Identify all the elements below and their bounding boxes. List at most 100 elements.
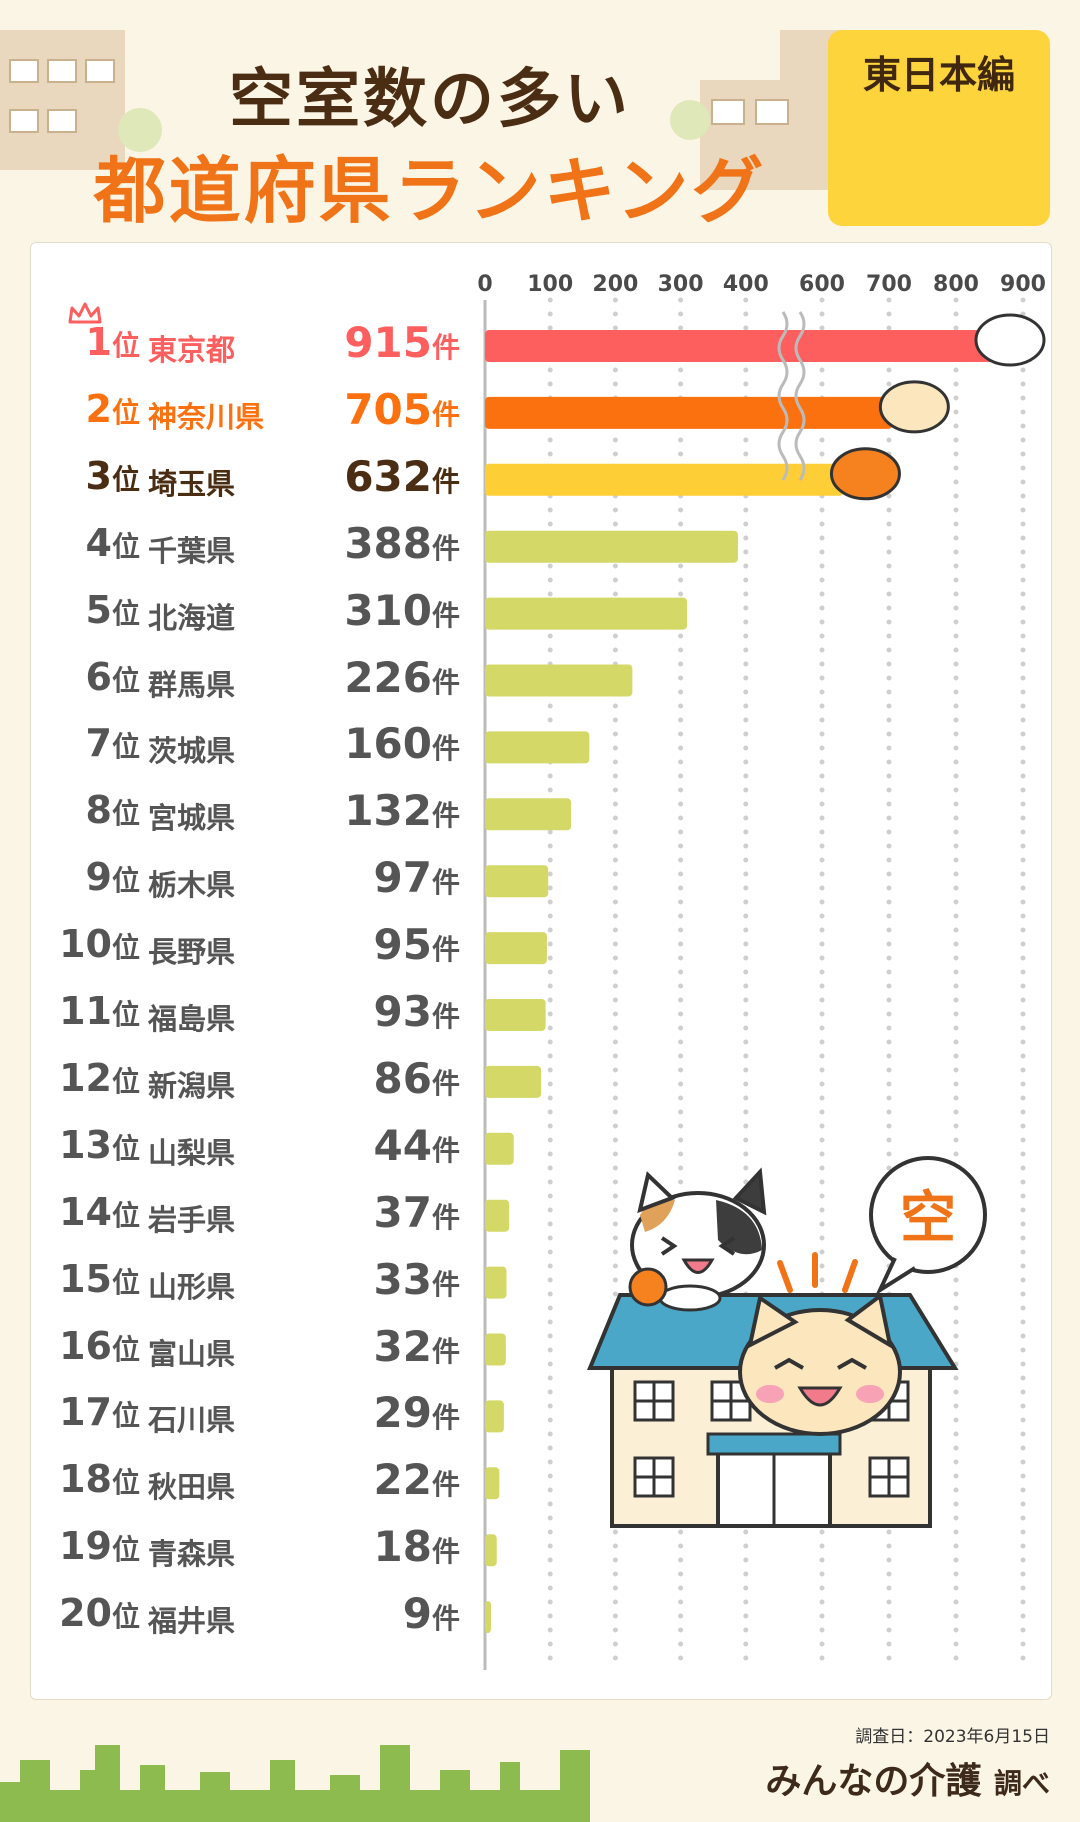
bar: [485, 1534, 497, 1567]
tabby-cat-cheek: [856, 1385, 884, 1403]
value-label: 86件: [300, 1054, 460, 1103]
speech-bubble-text: 空: [900, 1186, 956, 1251]
value-unit: 件: [431, 665, 460, 699]
rank-suffix: 位: [111, 1332, 140, 1366]
value-unit: 件: [431, 933, 460, 967]
orange-mini-icon: [829, 447, 901, 501]
prefecture-label: 千葉県: [148, 533, 236, 568]
value-number: 310: [344, 585, 432, 635]
value-unit: 件: [431, 1200, 460, 1234]
rank-label: 15位: [40, 1257, 140, 1301]
skyline-shape: [0, 1745, 590, 1822]
value-label: 160件: [300, 719, 460, 768]
rank-suffix: 位: [111, 1265, 140, 1299]
bar: [485, 463, 844, 496]
value-label: 32件: [300, 1322, 460, 1371]
building-shape: [85, 59, 115, 83]
value-label: 226件: [300, 653, 460, 702]
rank-suffix: 位: [111, 1064, 140, 1098]
calico-cat-ear: [637, 1171, 676, 1214]
tabby-cat-ear: [844, 1292, 893, 1350]
prefecture-label: 東京都: [148, 333, 236, 367]
prefecture-label: 福島県: [148, 1002, 236, 1036]
rank-suffix: 位: [111, 931, 140, 965]
value-number: 160: [344, 719, 432, 769]
rank-number: 4: [85, 520, 112, 565]
value-label: 22件: [300, 1455, 460, 1504]
value-label: 388件: [300, 519, 460, 568]
tabby-cat-cheek: [756, 1385, 784, 1403]
rank-number: 7: [85, 721, 112, 766]
tabby-cat-mini-icon: [878, 380, 950, 434]
building-shape: [9, 109, 39, 133]
value-number: 44: [373, 1120, 432, 1170]
value-unit: 件: [431, 331, 460, 364]
rank-suffix: 位: [111, 998, 140, 1031]
house-awning-shape: [706, 1432, 842, 1456]
rank-label: 20位: [40, 1591, 140, 1635]
x-tick-label: 100: [527, 272, 574, 297]
bar: [485, 597, 688, 630]
value-number: 9: [402, 1589, 432, 1639]
prefecture-label: 北海道: [148, 600, 236, 635]
rank-label: 7位: [40, 721, 140, 765]
value-number: 132: [344, 786, 432, 836]
value-label: 44件: [300, 1121, 460, 1170]
bar: [485, 330, 1034, 362]
rank-suffix: 位: [111, 1399, 140, 1433]
value-label: 9件: [300, 1589, 460, 1638]
rank-label: 19位: [40, 1524, 140, 1568]
rank-label: 8位: [40, 788, 140, 832]
prefecture-label: 富山県: [148, 1336, 236, 1371]
x-tick-label: 900: [1000, 272, 1046, 297]
page-title-line2: 都道府県ランキング: [93, 149, 767, 233]
speech-bubble-shape: [869, 1156, 987, 1274]
x-tick-label: 700: [866, 272, 912, 297]
rank-suffix: 位: [111, 1600, 140, 1634]
rank-label: 14位: [40, 1190, 140, 1234]
value-label: 915件: [300, 318, 460, 367]
rank-label: 3位: [40, 454, 140, 498]
rank-suffix: 位: [111, 797, 140, 831]
rank-number: 18: [59, 1457, 112, 1502]
value-label: 37件: [300, 1188, 460, 1237]
value-number: 95: [373, 920, 432, 970]
calico-cat-eye: [660, 1236, 678, 1256]
tabby-cat-eye: [774, 1357, 804, 1370]
rank-number: 16: [59, 1323, 112, 1368]
building-shape: [9, 59, 39, 83]
value-unit: 件: [431, 598, 460, 632]
rank-number: 5: [85, 587, 112, 632]
excitement-mark: [842, 1259, 858, 1293]
axis-break-mark: [777, 311, 789, 481]
rank-number: 3: [85, 453, 112, 498]
survey-date: 調査日：2023年6月15日: [855, 1727, 1050, 1747]
value-unit: 件: [431, 1000, 460, 1033]
rank-label: 6位: [40, 655, 140, 699]
tabby-cat-mouth: [797, 1386, 843, 1407]
value-label: 632件: [300, 452, 460, 501]
bar: [485, 1266, 507, 1299]
rank-label: 4位: [40, 521, 140, 565]
tabby-cat-ear: [747, 1294, 799, 1349]
rank-number: 6: [85, 654, 112, 699]
prefecture-label: 秋田県: [148, 1470, 236, 1505]
brand-credit: みんなの介護 調べ: [765, 1752, 1050, 1804]
rank-label: 16位: [40, 1324, 140, 1368]
rank-suffix: 位: [111, 1131, 140, 1165]
bar: [485, 1333, 506, 1366]
brand-suffix: 調べ: [993, 1767, 1050, 1800]
value-number: 93: [373, 987, 432, 1036]
calico-cat-eye: [718, 1236, 736, 1256]
bar: [485, 664, 633, 697]
building-shape: [711, 99, 745, 125]
rank-label: 10位: [40, 922, 140, 966]
bar: [485, 999, 546, 1031]
bar: [485, 798, 572, 831]
prefecture-label: 宮城県: [148, 801, 236, 836]
bar: [485, 731, 590, 764]
rank-suffix: 位: [111, 663, 140, 697]
value-unit: 件: [431, 1133, 460, 1167]
